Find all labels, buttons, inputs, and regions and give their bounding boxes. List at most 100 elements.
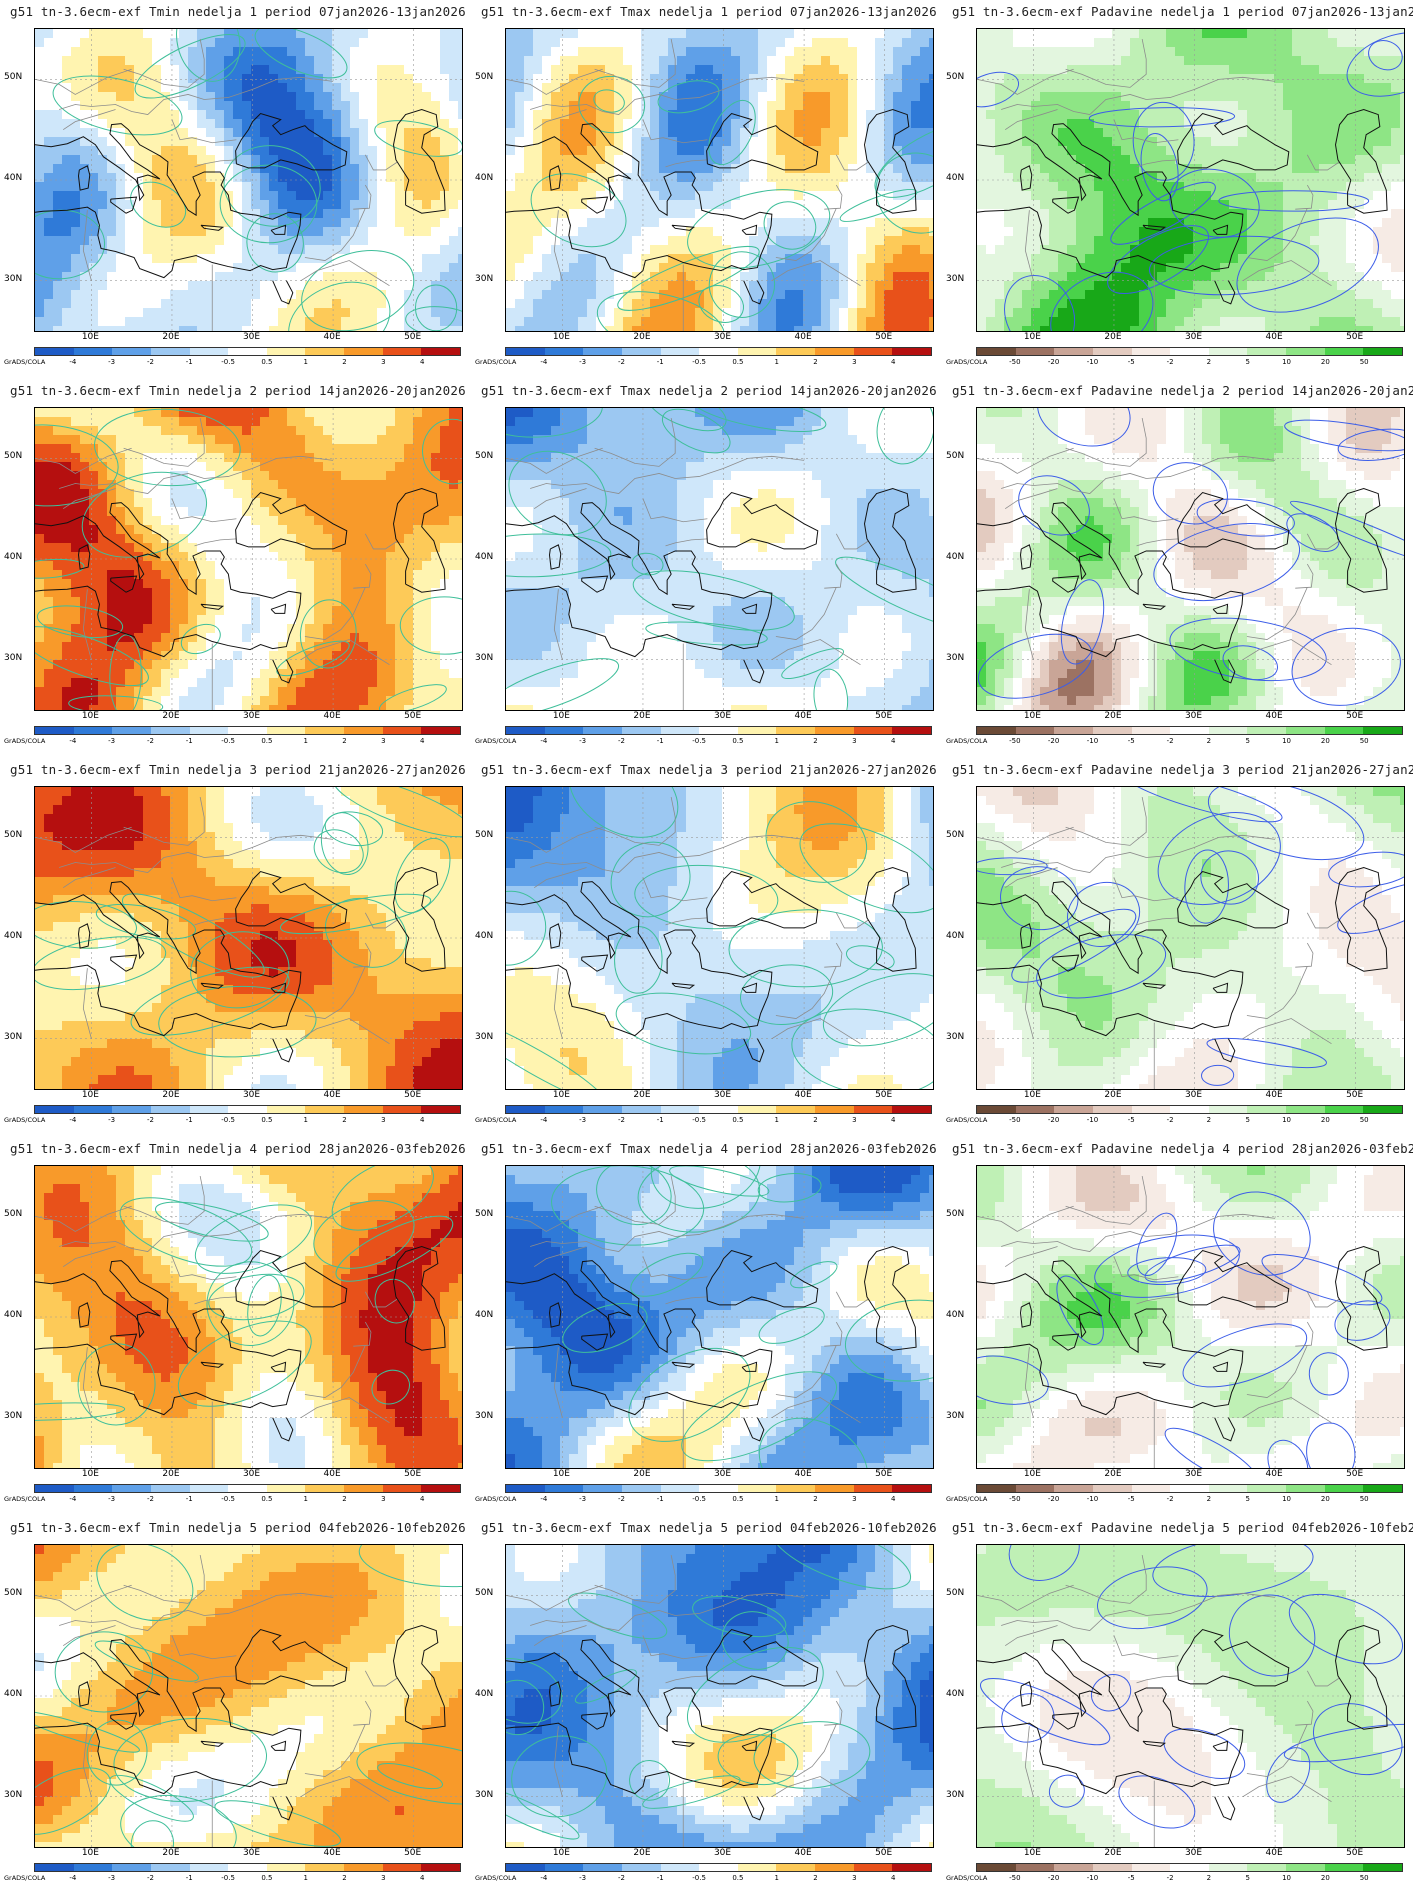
anomaly-cell [1184,119,1194,129]
anomaly-cell [515,200,525,210]
anomaly-cell [1166,236,1176,246]
anomaly-cell [314,290,324,300]
anomaly-cell [902,209,912,219]
anomaly-cell [1256,200,1266,210]
anomaly-cell [1211,155,1221,165]
anomaly-cell [587,173,597,183]
anomaly-cell [395,272,405,282]
anomaly-cell [1400,272,1404,282]
anomaly-cell [116,29,126,39]
anomaly-cell [1049,65,1059,75]
anomaly-cell [323,29,333,39]
anomaly-cell [803,155,813,165]
anomaly-cell [857,56,867,66]
anomaly-cell [1193,272,1203,282]
anomaly-cell [152,83,162,93]
anomaly-cell [677,173,687,183]
anomaly-cell [107,101,117,111]
anomaly-cell [1301,236,1311,246]
anomaly-cell [776,83,786,93]
anomaly-cell [641,173,651,183]
anomaly-cell [605,299,615,309]
anomaly-cell [1094,308,1104,318]
anomaly-cell [197,173,207,183]
anomaly-cell [1049,263,1059,273]
anomaly-cell [515,110,525,120]
anomaly-cell [533,83,543,93]
anomaly-cell [1310,308,1320,318]
anomaly-cell [386,146,396,156]
anomaly-cell [578,218,588,228]
anomaly-cell [596,119,606,129]
anomaly-cell [578,83,588,93]
anomaly-cell [107,254,117,264]
anomaly-cell [314,209,324,219]
anomaly-cell [143,281,153,291]
anomaly-cell [1256,110,1266,120]
anomaly-cell [1229,65,1239,75]
anomaly-cell [1346,200,1356,210]
anomaly-cell [377,92,387,102]
anomaly-cell [506,209,516,219]
anomaly-cell [359,146,369,156]
anomaly-cell [44,92,54,102]
anomaly-cell [686,245,696,255]
anomaly-cell [449,74,459,84]
anomaly-cell [1328,101,1338,111]
anomaly-cell [506,281,516,291]
anomaly-cell [659,326,669,331]
anomaly-cell [1085,83,1095,93]
anomaly-cell [542,317,552,327]
anomaly-cell [1004,317,1014,327]
anomaly-cell [803,74,813,84]
anomaly-cell [995,308,1005,318]
anomaly-cell [776,218,786,228]
anomaly-cell [1040,209,1050,219]
anomaly-cell [1049,38,1059,48]
anomaly-cell [53,290,63,300]
anomaly-cell [1220,83,1230,93]
anomaly-cell [902,290,912,300]
anomaly-cell [623,218,633,228]
anomaly-cell [1121,308,1131,318]
anomaly-cell [1175,47,1185,57]
anomaly-cell [368,209,378,219]
anomaly-cell [893,326,903,331]
anomaly-cell [875,281,885,291]
anomaly-cell [1355,38,1365,48]
anomaly-cell [251,209,261,219]
anomaly-cell [278,92,288,102]
anomaly-cell [422,65,432,75]
anomaly-cell [686,200,696,210]
anomaly-cell [98,29,108,39]
anomaly-cell [1022,128,1032,138]
anomaly-cell [821,308,831,318]
anomaly-cell [170,110,180,120]
anomaly-cell [578,245,588,255]
anomaly-cell [44,191,54,201]
anomaly-cell [422,155,432,165]
anomaly-cell [1328,290,1338,300]
anomaly-cell [1040,164,1050,174]
anomaly-cell [431,326,441,331]
anomaly-cell [1400,92,1404,102]
anomaly-cell [803,146,813,156]
anomaly-cell [89,119,99,129]
anomaly-cell [1373,101,1383,111]
anomaly-cell [179,218,189,228]
anomaly-cell [431,299,441,309]
anomaly-cell [560,191,570,201]
anomaly-cell [1382,47,1392,57]
anomaly-cell [71,317,81,327]
anomaly-cell [80,110,90,120]
anomaly-cell [1256,290,1266,300]
anomaly-cell [1130,182,1140,192]
anomaly-cell [1049,227,1059,237]
anomaly-cell [35,254,45,264]
anomaly-cell [1229,227,1239,237]
anomaly-cell [1337,173,1347,183]
anomaly-cell [332,290,342,300]
anomaly-cell [1310,119,1320,129]
anomaly-cell [1112,83,1122,93]
legend-swatch [73,348,113,355]
